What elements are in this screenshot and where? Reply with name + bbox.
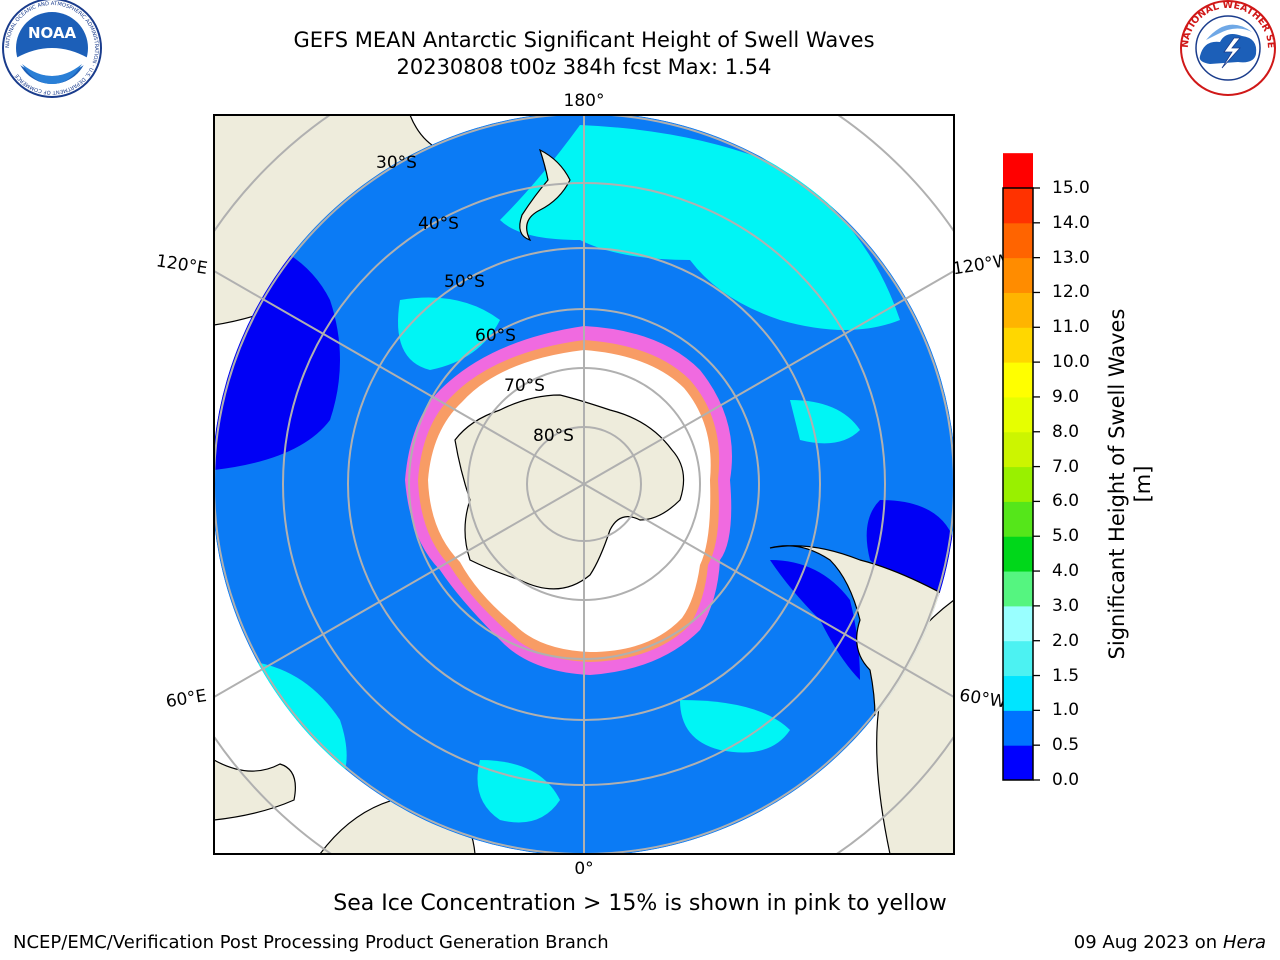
map-panel: 30°S 40°S 50°S 60°S 70°S 80°S bbox=[214, 115, 954, 854]
lat-label-60s: 60°S bbox=[475, 326, 516, 346]
date-line: 09 Aug 2023 on Hera bbox=[1074, 931, 1266, 955]
colorbar-tick-label: 12.0 bbox=[1052, 282, 1090, 303]
colorbar-frame bbox=[1002, 187, 1034, 781]
lon-label-60e: 60°E bbox=[164, 686, 208, 712]
colorbar-cell bbox=[1003, 222, 1033, 259]
noaa-logo: NOAA NATIONAL OCEANIC AND ATMOSPHERIC AD… bbox=[2, 0, 102, 98]
colorbar-tick-label: 11.0 bbox=[1052, 317, 1090, 338]
colorbar-cell bbox=[1003, 396, 1033, 433]
run-info: 20230808 t00z 384h fcst bbox=[396, 55, 661, 79]
colorbar-tick-label: 9.0 bbox=[1052, 386, 1080, 407]
lon-label-120e: 120°E bbox=[155, 251, 209, 279]
svg-text:NATIONAL WEATHER SERVICE: NATIONAL WEATHER SERVICE bbox=[0, 0, 1276, 49]
system-name: Hera bbox=[1222, 932, 1266, 953]
colorbar-cell bbox=[1003, 605, 1033, 642]
colorbar-tick-label: 15.0 bbox=[1052, 178, 1090, 198]
colorbar bbox=[1003, 153, 1033, 781]
noaa-logo-text: NOAA bbox=[28, 24, 77, 42]
colorbar-tick-label: 5.0 bbox=[1052, 526, 1080, 547]
colorbar-cell bbox=[1003, 327, 1033, 363]
colorbar-tick-label: 13.0 bbox=[1052, 247, 1090, 268]
colorbar-tick-label: 14.0 bbox=[1052, 212, 1090, 233]
chart-title: GEFS MEAN Antarctic Significant Height o… bbox=[293, 28, 875, 52]
colorbar-cell bbox=[1003, 501, 1033, 537]
colorbar-cell bbox=[1003, 362, 1033, 398]
lon-label-60w: 60°W bbox=[958, 686, 1008, 713]
colorbar-label: Significant Height of Swell Waves [m] bbox=[1105, 308, 1155, 660]
colorbar-cell bbox=[1003, 466, 1033, 502]
colorbar-tick-label: 8.0 bbox=[1052, 421, 1080, 442]
colorbar-tick-label: 6.0 bbox=[1052, 491, 1080, 512]
colorbar-cell bbox=[1003, 188, 1033, 224]
colorbar-tick-label: 4.0 bbox=[1052, 561, 1080, 582]
colorbar-cell bbox=[1003, 571, 1033, 607]
lon-label-0: 0° bbox=[574, 859, 593, 879]
colorbar-tick-label: 0.5 bbox=[1052, 735, 1080, 756]
nws-ring-text: NATIONAL WEATHER SERVICE bbox=[0, 0, 1276, 49]
colorbar-tick-label: 2.0 bbox=[1052, 630, 1080, 651]
lat-label-40s: 40°S bbox=[418, 214, 459, 234]
max-value: Max: 1.54 bbox=[667, 55, 772, 79]
colorbar-cell bbox=[1003, 675, 1033, 711]
colorbar-cell bbox=[1003, 710, 1033, 746]
nws-logo: NATIONAL WEATHER SERVICE bbox=[0, 0, 1276, 96]
colorbar-tick-label: 10.0 bbox=[1052, 352, 1090, 373]
colorbar-cell bbox=[1003, 640, 1033, 677]
colorbar-tick-label: 0.0 bbox=[1052, 770, 1080, 790]
lon-label-180: 180° bbox=[564, 91, 605, 111]
colorbar-cell bbox=[1003, 536, 1033, 572]
chart-subtitle: 20230808 t00z 384h fcst Max: 1.54 bbox=[184, 54, 984, 80]
colorbar-cell bbox=[1003, 257, 1033, 293]
colorbar-tick-label: 1.0 bbox=[1052, 700, 1080, 721]
colorbar-ticks bbox=[1033, 187, 1040, 781]
colorbar-tick-label: 3.0 bbox=[1052, 595, 1080, 616]
lat-label-30s: 30°S bbox=[376, 153, 417, 173]
lat-label-80s: 80°S bbox=[533, 426, 574, 446]
lat-label-70s: 70°S bbox=[504, 376, 545, 396]
colorbar-tick-label: 7.0 bbox=[1052, 456, 1080, 477]
map-frame bbox=[213, 114, 955, 855]
sea-ice-note: Sea Ice Concentration > 15% is shown in … bbox=[333, 891, 947, 916]
lat-label-50s: 50°S bbox=[444, 272, 485, 292]
credit-line: NCEP/EMC/Verification Post Processing Pr… bbox=[13, 932, 609, 953]
graticule bbox=[214, 115, 954, 854]
issue-date: 09 Aug 2023 on bbox=[1073, 932, 1218, 953]
colorbar-tick-label: 1.5 bbox=[1052, 665, 1080, 686]
colorbar-cell bbox=[1003, 431, 1033, 468]
colorbar-cell bbox=[1003, 153, 1033, 189]
colorbar-cell bbox=[1003, 745, 1033, 781]
colorbar-cell bbox=[1003, 292, 1033, 328]
